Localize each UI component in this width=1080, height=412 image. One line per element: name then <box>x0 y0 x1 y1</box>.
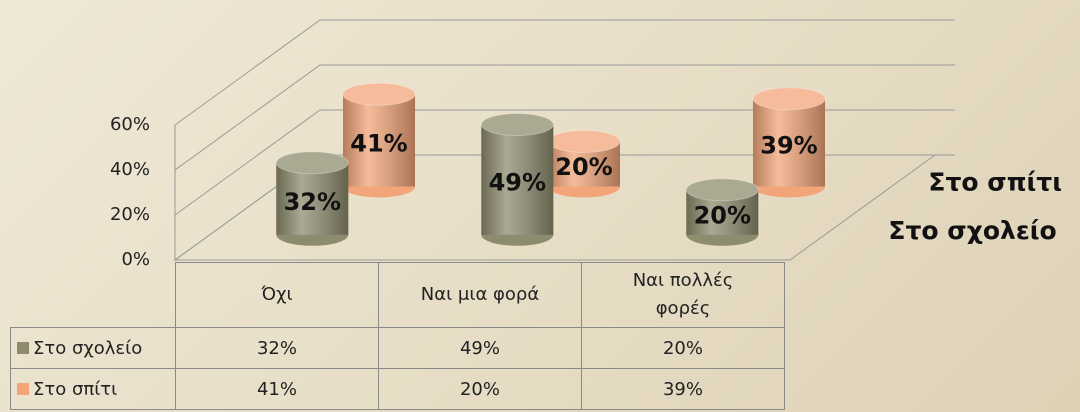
sw <box>17 382 29 395</box>
cylinder-shade <box>276 162 349 235</box>
series-row: Στο σπίτι 41% 20% 39% <box>10 368 785 410</box>
cylinder-top-hl <box>481 113 554 136</box>
value-label: 20% <box>555 153 612 181</box>
series-row: Στο σχολείο 32% 49% 20% <box>10 327 785 369</box>
grid-line <box>174 64 955 171</box>
grid-line <box>174 19 955 126</box>
hdr: Ναι μια φορά <box>378 262 582 328</box>
y-tick-label: 40% <box>110 159 150 180</box>
cylinder <box>547 130 621 198</box>
cylinder-top <box>480 113 554 137</box>
cylinder-top <box>752 87 826 111</box>
val: 32% <box>175 327 379 369</box>
hdr: Ναι πολλές φορές <box>581 262 785 328</box>
cylinder-shade <box>481 124 554 235</box>
legend-label: Στο σπίτι <box>33 378 118 400</box>
val: 20% <box>581 327 785 369</box>
val: 20% <box>378 368 582 410</box>
depth-label: Στο σπίτι <box>928 168 1062 197</box>
cylinder-top-hl <box>276 151 349 174</box>
value-label: 49% <box>489 169 546 197</box>
val: 39% <box>581 368 785 410</box>
cylinder-shade <box>753 98 825 187</box>
val: 41% <box>175 368 379 410</box>
category-label: Ναι πολλές φορές <box>632 270 734 319</box>
value-label: 39% <box>760 132 817 160</box>
grid-line <box>174 109 955 216</box>
cylinder <box>480 113 554 246</box>
leg: Στο σχολείο <box>10 327 176 369</box>
plot: 0%20%40%60%41%20%39%32%49%20%Στο σχολείο… <box>110 19 1062 270</box>
cylinder-top <box>342 82 416 106</box>
val: 49% <box>378 327 582 369</box>
category-label: Ναι μια φορά <box>420 284 540 305</box>
category-label: Όχι <box>261 284 293 305</box>
blank <box>10 262 176 328</box>
cylinder-shade <box>343 94 415 187</box>
cylinder-top-hl <box>548 130 620 153</box>
y-tick-label: 60% <box>110 114 150 135</box>
value-label: 32% <box>284 188 341 216</box>
leg: Στο σπίτι <box>10 368 176 410</box>
depth-label: Στο σχολείο <box>888 216 1056 245</box>
data-table: Όχι Ναι μια φορά Ναι πολλές φορές Στο σχολε… <box>10 262 785 410</box>
cylinder-top-hl <box>753 87 825 110</box>
header-row: Όχι Ναι μια φορά Ναι πολλές φορές <box>10 262 785 328</box>
value-label: 41% <box>350 129 407 157</box>
cylinder-top <box>275 151 349 175</box>
y-tick-label: 20% <box>110 204 150 225</box>
cylinder-top-hl <box>343 83 415 106</box>
cylinder <box>342 82 416 198</box>
cylinder <box>275 151 349 246</box>
value-label: 20% <box>694 201 751 229</box>
cylinder <box>685 178 759 246</box>
cylinder-top-hl <box>686 178 759 201</box>
cylinder-top <box>685 178 759 202</box>
sw <box>17 341 29 354</box>
cylinder <box>752 87 826 198</box>
legend-label: Στο σχολείο <box>33 337 143 359</box>
hdr: Όχι <box>175 262 379 328</box>
